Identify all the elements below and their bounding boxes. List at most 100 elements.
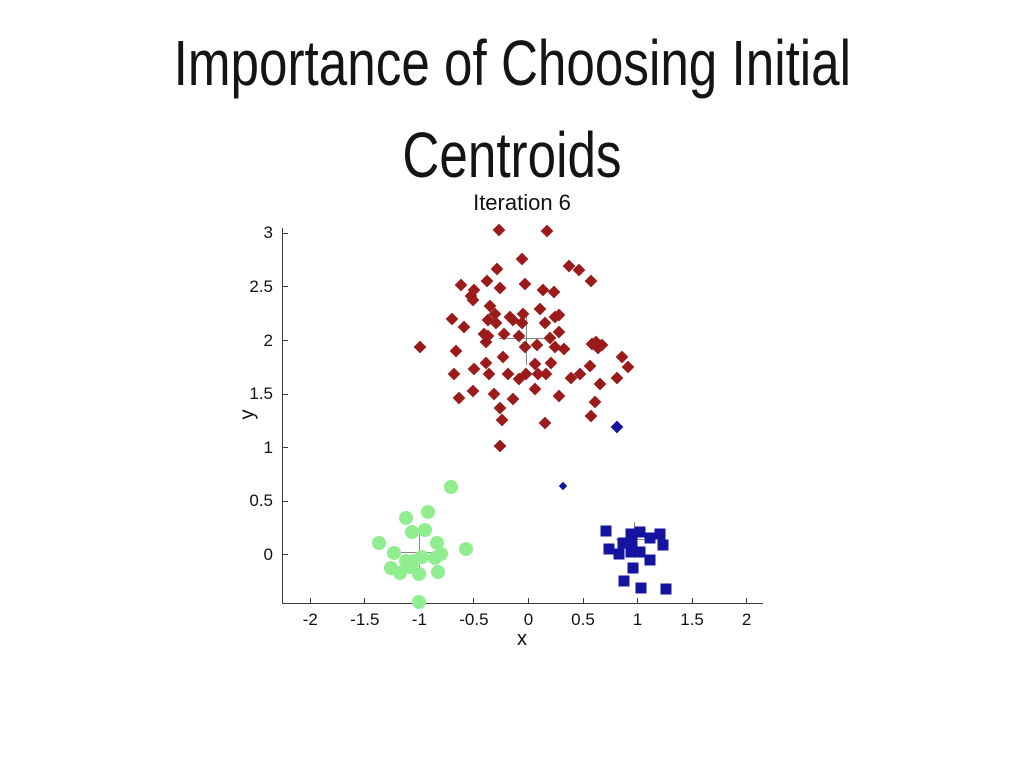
data-point-cluster3-blue-square xyxy=(627,562,639,574)
y-tick-mark xyxy=(283,554,288,556)
data-point-cluster1-red-diamond xyxy=(621,360,635,374)
data-point-cluster1-red-diamond xyxy=(538,316,552,330)
data-point-cluster1-red-diamond xyxy=(482,367,496,381)
data-point-cluster3-blue-square xyxy=(625,528,637,540)
slide-title: Importance of Choosing Initial Centroids xyxy=(0,26,1024,210)
data-point-cluster1-red-diamond xyxy=(584,409,597,422)
centroid-marker xyxy=(525,311,527,366)
data-point-cluster1-red-diamond xyxy=(588,395,602,408)
data-point-cluster2-green-circle xyxy=(399,511,414,526)
data-point-cluster1-red-diamond xyxy=(447,367,461,381)
data-point-cluster1-red-diamond xyxy=(479,356,493,370)
data-point-cluster2-green-circle xyxy=(444,480,458,495)
data-point-cluster3-blue-diamond xyxy=(610,420,624,434)
data-point-cluster1-red-diamond xyxy=(457,320,471,333)
x-tick-label: 1 xyxy=(632,610,643,629)
data-point-cluster2-green-circle xyxy=(412,594,427,609)
x-tick-mark xyxy=(746,598,748,603)
data-point-cluster2-green-circle xyxy=(387,545,402,560)
x-tick-mark xyxy=(582,598,584,603)
data-point-cluster1-red-diamond xyxy=(452,391,465,405)
plot-area: -2 -1.5 -1 -0.5 0 0.5 1 1.5 2 0 0.5 1 1.5 2 2.5 3 xyxy=(249,223,763,629)
data-point-cluster1-red-diamond xyxy=(506,393,520,406)
data-point-cluster3-blue-square xyxy=(625,546,637,558)
y-tick-mark xyxy=(283,232,288,234)
y-tick-label: 0.5 xyxy=(249,491,273,511)
y-tick-label: 1 xyxy=(263,437,273,457)
y-tick-label: 2.5 xyxy=(249,276,273,296)
y-tick-mark xyxy=(283,393,288,395)
y-tick-mark xyxy=(283,340,288,341)
data-point-cluster2-green-circle xyxy=(459,542,474,557)
data-point-cluster2-green-circle xyxy=(412,567,427,582)
y-tick-mark xyxy=(283,447,288,449)
x-tick-label: -0.5 xyxy=(459,610,489,629)
data-point-cluster3-blue-square xyxy=(618,575,630,586)
data-point-cluster1-red-diamond xyxy=(536,283,549,297)
data-point-cluster1-red-diamond xyxy=(610,371,624,385)
slide-title-line-2: Centroids xyxy=(402,119,622,191)
x-tick-mark xyxy=(691,598,693,603)
data-point-cluster3-blue-square xyxy=(600,525,612,537)
x-tick-mark xyxy=(364,598,366,603)
x-tick-label: -1.5 xyxy=(350,610,380,629)
x-tick-label: 2 xyxy=(741,610,752,629)
data-point-cluster3-blue-square xyxy=(617,537,629,549)
x-tick-label: 1.5 xyxy=(680,610,704,629)
data-point-cluster3-blue-square xyxy=(613,548,625,560)
data-point-cluster1-red-diamond xyxy=(445,312,459,326)
data-point-cluster2-green-circle xyxy=(404,525,419,540)
data-point-cluster2-green-circle xyxy=(421,504,436,519)
y-tick-label: 3 xyxy=(263,223,273,243)
data-point-cluster3-blue-diamond xyxy=(559,481,568,491)
data-point-cluster3-blue-square xyxy=(626,537,638,549)
data-point-cluster1-red-diamond xyxy=(493,401,507,415)
data-point-cluster1-red-diamond xyxy=(493,439,507,452)
data-point-cluster1-red-diamond xyxy=(487,387,500,401)
data-point-cluster1-red-diamond xyxy=(544,356,558,370)
y-tick-label: 2 xyxy=(263,330,273,350)
y-tick-mark xyxy=(283,286,288,288)
data-point-cluster3-blue-square xyxy=(660,583,672,595)
y-tick-label: 0 xyxy=(263,544,273,564)
data-point-cluster2-green-circle xyxy=(372,536,386,550)
x-tick-label: 0.5 xyxy=(571,610,595,629)
data-point-cluster3-blue-square xyxy=(654,528,666,540)
data-point-cluster1-red-diamond xyxy=(540,224,554,238)
data-point-cluster1-red-diamond xyxy=(552,389,566,403)
data-point-cluster1-red-diamond xyxy=(450,344,463,358)
data-point-cluster1-red-diamond xyxy=(454,278,468,292)
y-tick-label: 1.5 xyxy=(249,384,273,404)
data-point-cluster3-blue-square xyxy=(634,546,646,558)
data-point-cluster1-red-diamond xyxy=(518,277,532,291)
data-point-cluster1-red-diamond xyxy=(467,363,481,376)
data-point-cluster2-green-circle xyxy=(434,546,449,561)
data-point-cluster1-red-diamond xyxy=(495,413,509,427)
x-tick-label: -2 xyxy=(302,610,318,629)
plot-title: Iteration 6 xyxy=(473,190,571,215)
data-point-cluster1-red-diamond xyxy=(558,342,571,356)
slide-title-line-1: Importance of Choosing Initial xyxy=(173,27,851,99)
data-point-cluster3-blue-square xyxy=(634,526,646,538)
data-point-cluster2-green-circle xyxy=(414,549,429,564)
data-point-cluster1-red-diamond xyxy=(518,340,532,354)
data-point-cluster2-green-circle xyxy=(430,564,445,579)
x-tick-mark xyxy=(527,598,529,603)
data-point-cluster1-red-diamond xyxy=(584,274,597,287)
data-point-cluster1-red-diamond xyxy=(534,303,547,316)
data-point-cluster1-red-diamond xyxy=(528,382,542,396)
data-point-cluster1-red-diamond xyxy=(515,252,529,266)
data-point-cluster3-blue-square xyxy=(603,543,615,555)
data-point-cluster1-red-diamond xyxy=(480,274,494,287)
data-point-cluster1-red-diamond xyxy=(414,340,427,354)
x-tick-mark xyxy=(473,598,475,603)
data-point-cluster1-red-diamond xyxy=(538,416,552,430)
data-point-cluster1-red-diamond xyxy=(492,223,506,237)
data-point-cluster1-red-diamond xyxy=(496,350,510,363)
data-point-cluster1-red-diamond xyxy=(594,378,607,391)
data-point-cluster1-red-diamond xyxy=(547,285,560,299)
data-point-cluster1-red-diamond xyxy=(493,281,507,295)
x-tick-mark xyxy=(309,598,311,603)
data-point-cluster2-green-circle xyxy=(429,536,444,550)
